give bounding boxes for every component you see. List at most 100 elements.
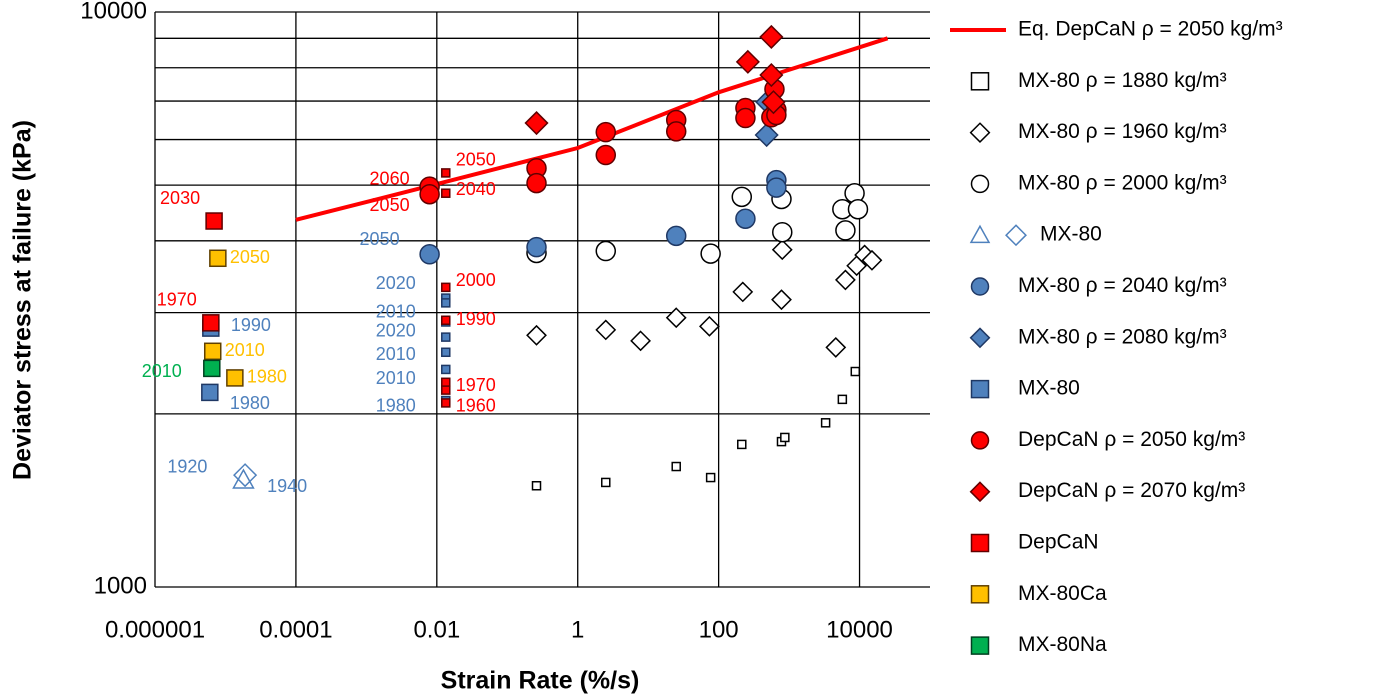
fit-line: [295, 36, 889, 222]
point: [526, 236, 547, 258]
point: [441, 188, 451, 198]
point: [524, 110, 549, 136]
point-label: 2040: [456, 179, 496, 199]
point-label: 2030: [160, 188, 200, 208]
point: [526, 324, 547, 346]
point: [203, 359, 221, 378]
point: [780, 432, 790, 443]
point: [861, 249, 883, 271]
legend-marker: [1005, 224, 1027, 247]
legend-marker: [969, 224, 991, 244]
point-label: 2020: [376, 273, 416, 293]
point-label: 1940: [267, 476, 307, 496]
point: [820, 418, 831, 428]
legend-marker: [969, 122, 991, 144]
legend-label: MX-80 ρ = 2040 kg/m³: [1018, 274, 1227, 297]
point: [700, 243, 721, 264]
point: [671, 461, 681, 472]
point: [850, 366, 861, 377]
point-label: 2000: [456, 270, 496, 290]
point: [601, 477, 611, 488]
point: [595, 240, 617, 262]
point: [441, 168, 451, 178]
point: [441, 282, 451, 293]
point-label: 2010: [225, 340, 265, 360]
point: [202, 314, 220, 332]
point: [226, 369, 244, 387]
point: [233, 463, 258, 488]
point: [209, 249, 227, 268]
point: [595, 319, 617, 341]
point-label: 1990: [456, 309, 496, 329]
point: [735, 107, 756, 129]
point: [441, 385, 451, 395]
legend-label: MX-80: [1018, 377, 1080, 400]
point: [595, 121, 617, 143]
legend-marker: [970, 72, 990, 91]
point-label: 1980: [376, 395, 416, 415]
legend-marker: [970, 431, 990, 450]
point: [759, 24, 784, 49]
point: [205, 212, 223, 230]
point: [441, 315, 451, 326]
point: [419, 183, 440, 205]
legend-label: MX-80Ca: [1018, 582, 1107, 605]
point-label: 2050: [230, 247, 270, 267]
point: [441, 332, 451, 342]
legend-label: MX-80 ρ = 1960 kg/m³: [1018, 120, 1227, 143]
legend-marker: [970, 379, 990, 399]
legend-marker: [970, 636, 990, 655]
point-label: 1920: [167, 457, 207, 477]
point: [201, 383, 219, 402]
point: [595, 144, 617, 166]
point: [759, 62, 784, 88]
x-tick-label: 1: [571, 616, 584, 643]
point: [754, 122, 779, 148]
point: [665, 121, 687, 142]
point-label: 1980: [247, 367, 287, 387]
point: [441, 398, 451, 408]
point: [705, 472, 716, 483]
legend-marker: [970, 277, 990, 296]
point: [835, 220, 856, 241]
point: [665, 307, 687, 329]
point-label: 2010: [376, 368, 416, 388]
point: [771, 239, 793, 261]
legend-label: MX-80: [1040, 223, 1102, 246]
point: [531, 480, 542, 491]
point: [735, 49, 760, 74]
point: [834, 269, 856, 291]
point: [526, 172, 547, 194]
x-tick-label: 0.01: [413, 616, 460, 643]
point: [441, 298, 451, 308]
point: [665, 225, 687, 247]
point: [847, 198, 869, 220]
legend-label: DepCaN ρ = 2050 kg/m³: [1018, 428, 1245, 451]
point: [441, 364, 451, 375]
legend-label: DepCaN: [1018, 531, 1099, 554]
point: [441, 377, 451, 388]
point-label: 1960: [456, 396, 496, 416]
point: [772, 221, 793, 243]
x-tick-label: 0.000001: [105, 616, 205, 643]
legend-marker: [970, 533, 990, 553]
point: [203, 342, 222, 361]
point-label: 2010: [376, 344, 416, 364]
legend-label: MX-80Na: [1018, 633, 1107, 656]
point-label: 2060: [370, 168, 410, 188]
point: [737, 439, 747, 450]
point: [419, 244, 440, 265]
legend-label: MX-80 ρ = 1880 kg/m³: [1018, 69, 1227, 92]
point-label: 2010: [376, 302, 416, 322]
point: [735, 208, 756, 229]
point: [825, 337, 847, 358]
legend-label: MX-80 ρ = 2080 kg/m³: [1018, 325, 1227, 348]
point-label: 1970: [456, 375, 496, 395]
x-tick-label: 0.0001: [259, 616, 332, 643]
x-tick-label: 10000: [826, 616, 893, 643]
y-tick-label: 10000: [80, 0, 147, 24]
legend-marker: [969, 327, 991, 349]
x-axis-title: Strain Rate (%/s): [441, 667, 640, 695]
point: [699, 315, 720, 337]
